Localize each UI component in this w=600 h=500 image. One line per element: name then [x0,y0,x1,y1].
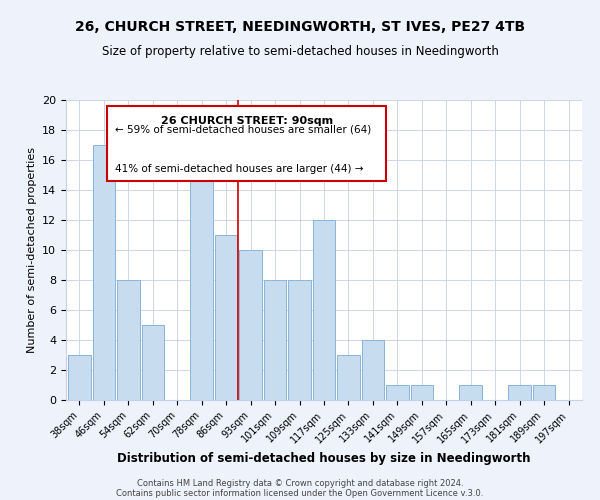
Bar [264,280,286,400]
Bar [239,250,262,400]
Bar [142,325,164,400]
Text: 26 CHURCH STREET: 90sqm: 26 CHURCH STREET: 90sqm [161,116,332,126]
Bar [92,145,115,400]
Bar [410,385,433,400]
Bar [386,385,409,400]
Text: Contains HM Land Registry data © Crown copyright and database right 2024.: Contains HM Land Registry data © Crown c… [137,478,463,488]
Bar [215,235,238,400]
Bar [508,385,531,400]
Text: 26, CHURCH STREET, NEEDINGWORTH, ST IVES, PE27 4TB: 26, CHURCH STREET, NEEDINGWORTH, ST IVES… [75,20,525,34]
Bar [117,280,140,400]
X-axis label: Distribution of semi-detached houses by size in Needingworth: Distribution of semi-detached houses by … [117,452,531,464]
Text: Contains public sector information licensed under the Open Government Licence v.: Contains public sector information licen… [116,488,484,498]
Bar [460,385,482,400]
Bar [337,355,360,400]
FancyBboxPatch shape [107,106,386,181]
Text: 41% of semi-detached houses are larger (44) →: 41% of semi-detached houses are larger (… [115,164,364,174]
Y-axis label: Number of semi-detached properties: Number of semi-detached properties [26,147,37,353]
Bar [190,175,213,400]
Bar [533,385,556,400]
Bar [288,280,311,400]
Bar [68,355,91,400]
Bar [313,220,335,400]
Bar [362,340,384,400]
Text: Size of property relative to semi-detached houses in Needingworth: Size of property relative to semi-detach… [101,45,499,58]
Text: ← 59% of semi-detached houses are smaller (64): ← 59% of semi-detached houses are smalle… [115,125,371,135]
